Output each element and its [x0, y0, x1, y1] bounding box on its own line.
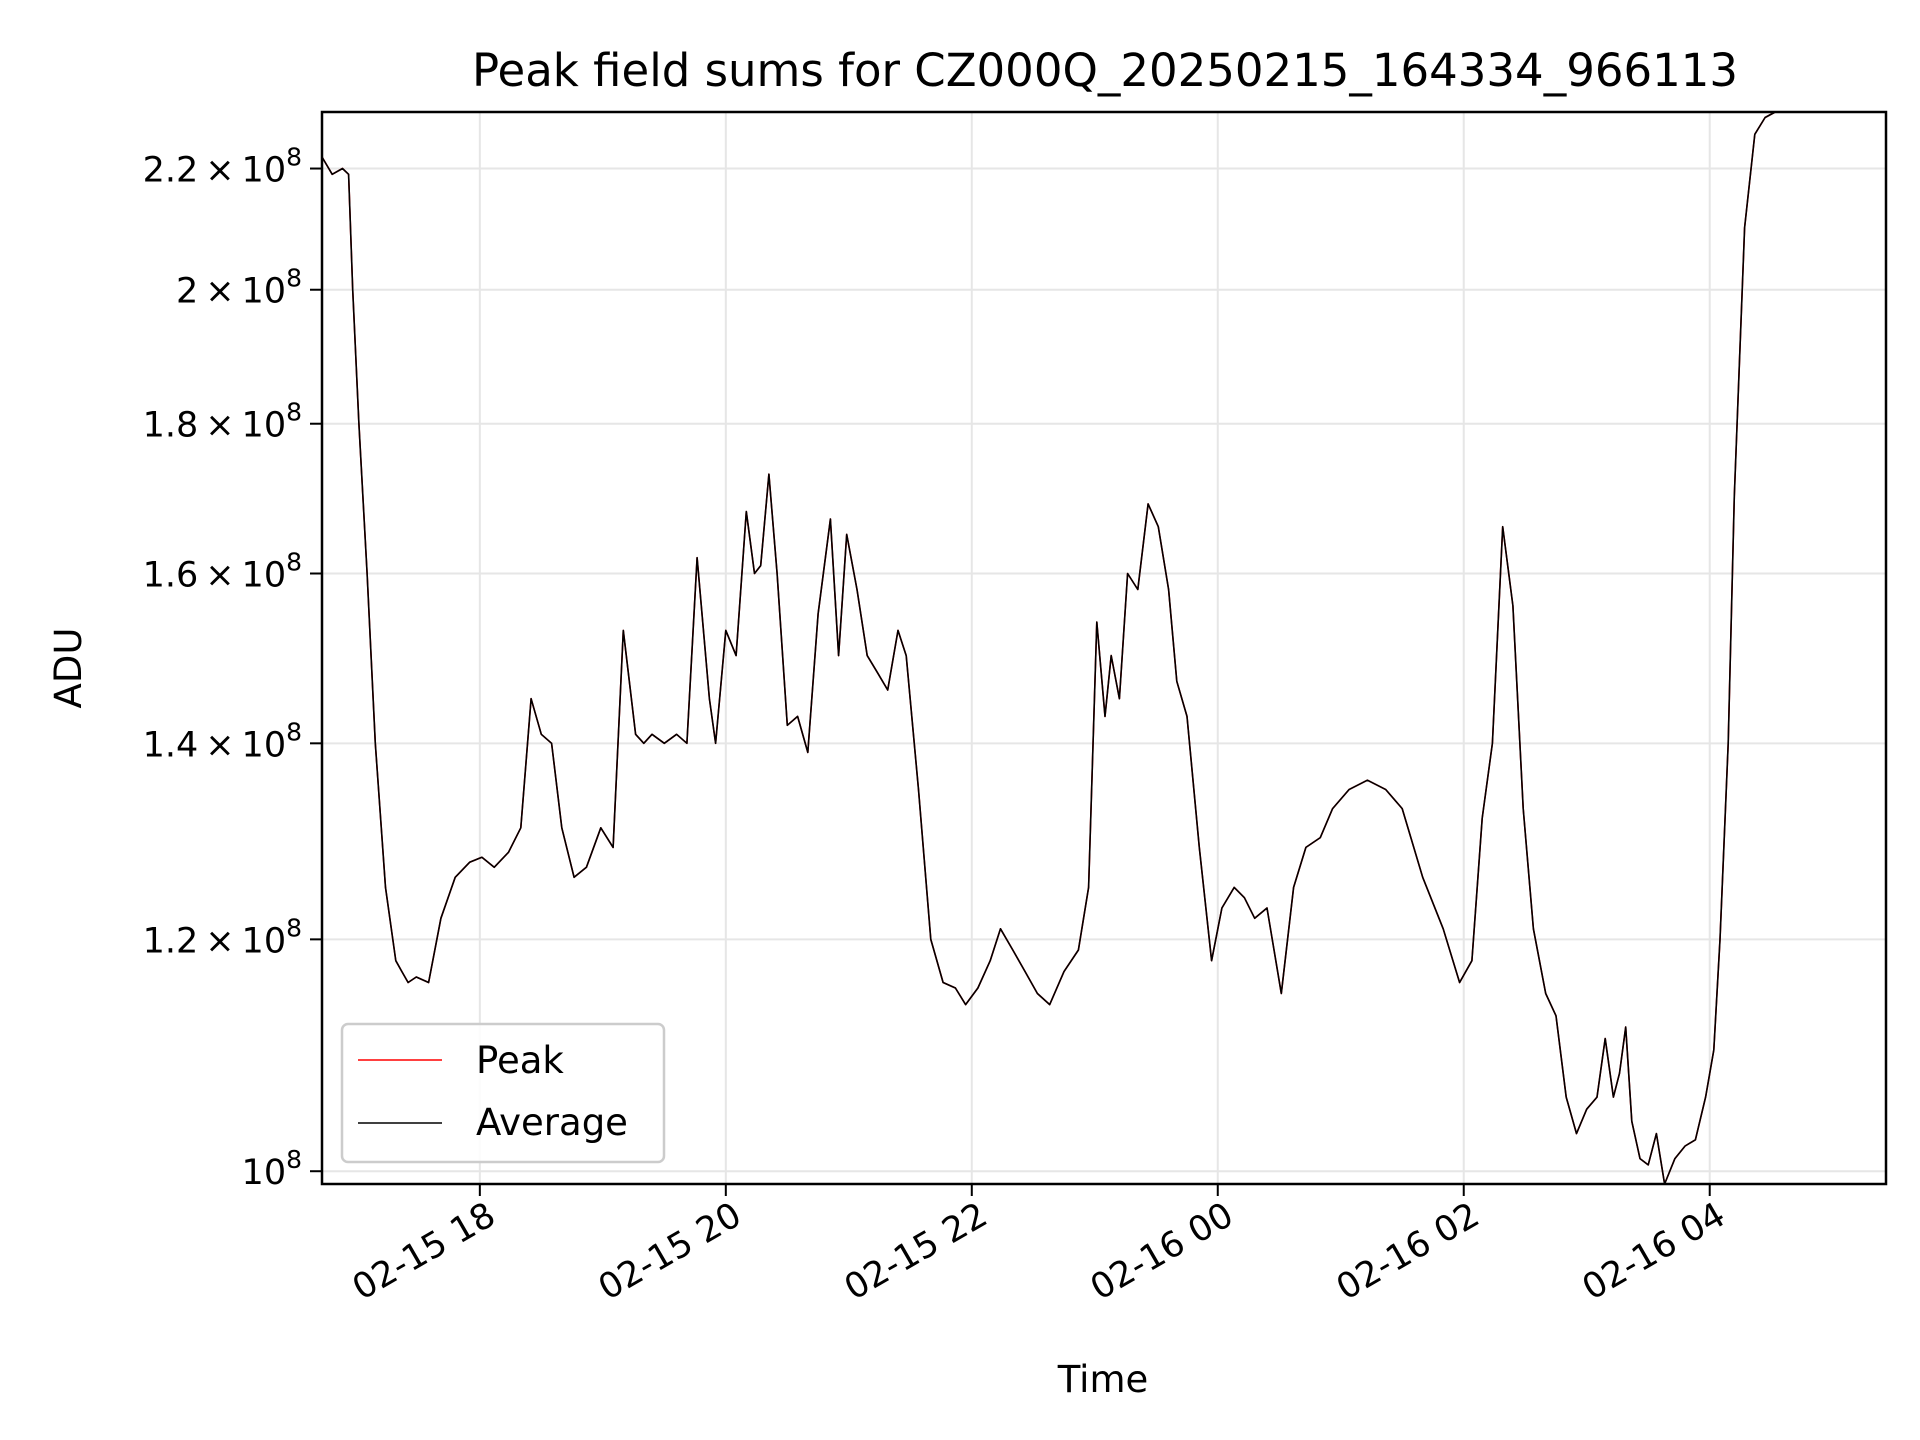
- plot-lines: [321, 111, 1776, 1185]
- series-line-average: [321, 111, 1776, 1185]
- grid: [322, 112, 1886, 1184]
- legend: Peak Average: [340, 1022, 666, 1164]
- legend-peak-label: Peak: [476, 1039, 564, 1082]
- y-tick-label: 1.2 × 108: [143, 913, 302, 961]
- legend-box: [340, 1022, 666, 1164]
- plot-area-frame: [320, 110, 1888, 1186]
- chart-title: Peak field sums for CZ000Q_20250215_1643…: [472, 44, 1738, 97]
- legend-average-label: Average: [476, 1101, 628, 1144]
- y-tick-label: 1.4 × 108: [143, 717, 302, 765]
- y-axis: 108 1.2 × 108 1.4 × 108 1.6 × 108 1.8 × 108 2…: [143, 143, 322, 1193]
- y-tick-label: 2 × 108: [176, 264, 302, 312]
- y-tick-label: 1.8 × 108: [143, 398, 302, 446]
- y-tick-label: 2.2 × 108: [143, 143, 302, 191]
- y-tick-label: 108: [242, 1145, 302, 1193]
- y-tick-label: 1.6 × 108: [143, 548, 302, 596]
- x-axis-label: Time: [1057, 1358, 1149, 1401]
- y-axis-label: ADU: [47, 628, 90, 709]
